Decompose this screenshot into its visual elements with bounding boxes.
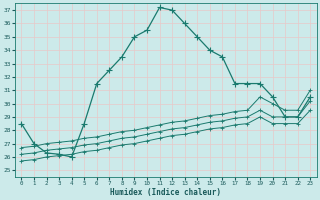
X-axis label: Humidex (Indice chaleur): Humidex (Indice chaleur) xyxy=(110,188,221,197)
